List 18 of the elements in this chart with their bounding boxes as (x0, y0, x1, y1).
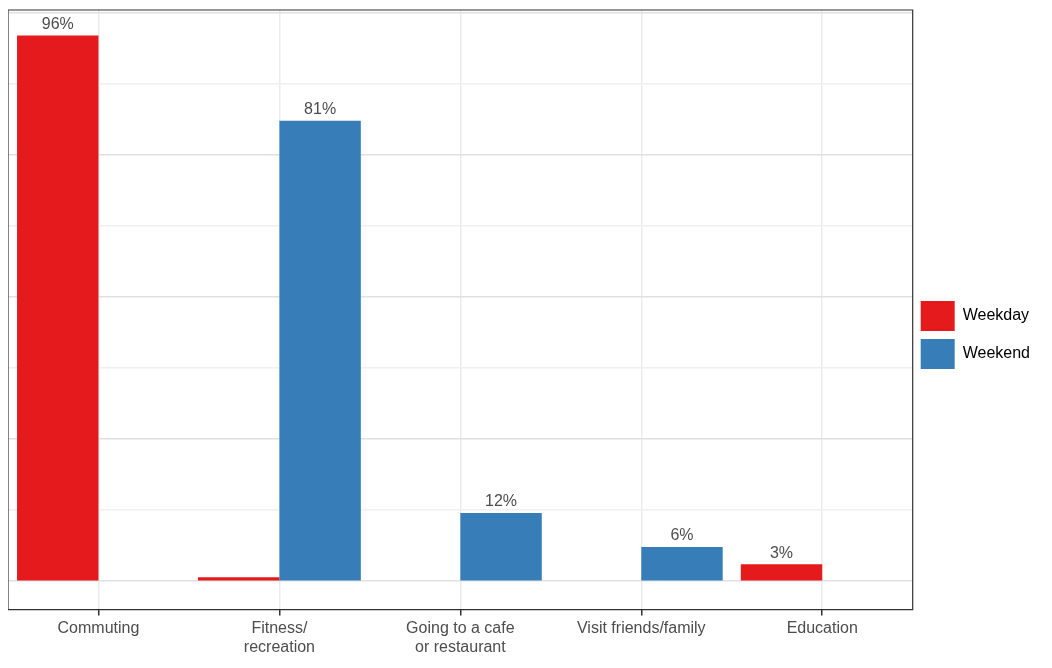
x-tick-label: Fitness/ recreation (243, 618, 315, 655)
bar (197, 577, 280, 581)
x-tick-label: Education (786, 618, 858, 636)
bar (17, 35, 99, 581)
data-label: 6% (670, 526, 694, 544)
legend-label: Weekend (962, 344, 1031, 362)
x-tick-label: Commuting (57, 618, 140, 636)
bar (279, 120, 361, 581)
data-label: 3% (769, 543, 794, 561)
x-tick-label: Visit friends/family (576, 618, 706, 636)
bar (740, 564, 823, 581)
bar (641, 547, 723, 581)
data-label: 96% (41, 14, 74, 32)
data-label: 81% (304, 100, 337, 118)
legend-label: Weekday (962, 306, 1030, 324)
data-label: 12% (485, 492, 518, 510)
x-tick-label: Going to a cafe or restaurant (406, 618, 515, 655)
bar (460, 512, 542, 581)
